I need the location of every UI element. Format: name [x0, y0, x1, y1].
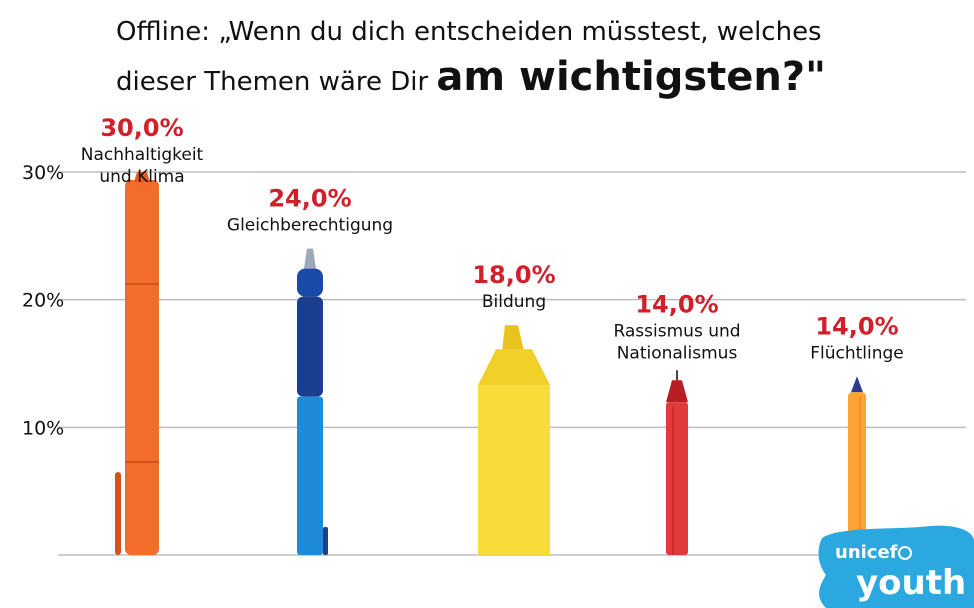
bar-gel-pen [297, 248, 328, 555]
pen-body [666, 402, 688, 555]
pen-tip [304, 248, 316, 269]
value-label: 18,0% [472, 261, 555, 289]
y-tick-label: 30% [22, 162, 64, 184]
category-label: Gleichberechtigung [227, 216, 393, 236]
unicef-globe-icon [898, 546, 912, 560]
chart-title-line2-prefix: dieser Themen wäre Dir [116, 67, 436, 97]
pen-tip [134, 172, 150, 182]
logo-splash [818, 525, 974, 608]
y-tick-label: 10% [22, 417, 64, 439]
category-label: Rassismus und [613, 321, 740, 341]
pen-clip [115, 472, 121, 555]
chart-title-line1: Offline: „Wenn du dich entscheiden müsst… [116, 17, 822, 47]
bars [115, 172, 866, 555]
bar-marker [115, 172, 159, 555]
value-label: 24,0% [268, 185, 351, 213]
pen-tip [502, 325, 524, 352]
pen-clip [323, 527, 328, 555]
chart-title-emphasis: am wichtigsten?" [436, 54, 826, 100]
pen-nose [297, 268, 323, 297]
pen-body [125, 180, 159, 555]
category-label: Nachhaltigkeit [81, 145, 204, 165]
pen-shoulder [478, 349, 550, 386]
bar-highlighter [478, 325, 550, 555]
logo-unicef-text: unicef [835, 542, 898, 563]
pen-grip [297, 296, 323, 397]
chart-title-line2: dieser Themen wäre Dir am wichtigsten?" [116, 54, 826, 100]
value-label: 14,0% [815, 312, 898, 340]
pen-body [848, 392, 866, 555]
value-label: 14,0% [635, 290, 718, 318]
category-label: Flüchtlinge [810, 343, 904, 363]
pen-nose [666, 380, 688, 403]
bar-ballpoint [848, 376, 866, 555]
category-label: Nationalismus [617, 343, 738, 363]
y-tick-label: 20% [22, 290, 64, 312]
bar-fineliner [666, 370, 688, 555]
pen-body [478, 385, 550, 555]
value-label: 30,0% [100, 114, 183, 142]
y-axis-ticks: 10% 20% 30% [22, 162, 64, 439]
logo-youth-text: youth [856, 563, 966, 603]
category-label: Bildung [482, 292, 546, 312]
unicef-youth-logo: unicef youth [818, 525, 974, 608]
pen-tip [851, 376, 863, 393]
pen-body [297, 396, 323, 555]
category-label: und Klima [99, 167, 184, 187]
